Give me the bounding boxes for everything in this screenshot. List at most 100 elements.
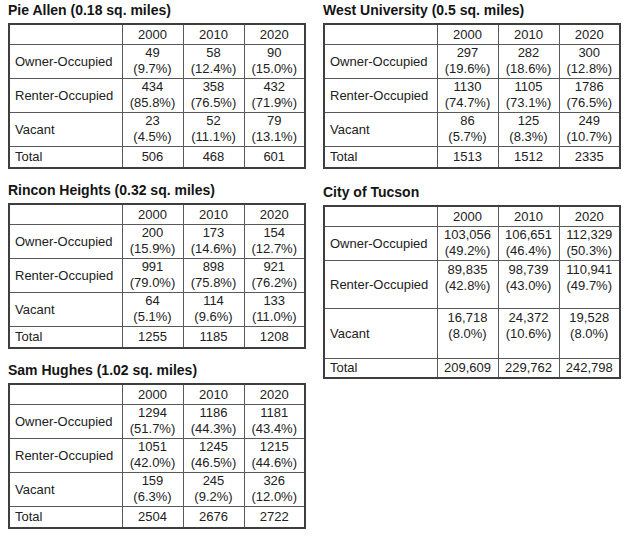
percentage: (13.1%) (245, 129, 305, 145)
total-value: 2335 (559, 146, 620, 168)
value-cell: 103,056(49.2%) (437, 226, 498, 260)
row-label: Total (9, 506, 122, 528)
value-cell: 19,528(8.0%) (559, 308, 620, 358)
housing-table-pie-allen: 2000 2010 2020 Owner-Occupied 49(9.7%) 5… (8, 23, 306, 169)
table-row: Vacant 16,718(8.0%) 24,372(10.6%) 19,528… (324, 308, 620, 358)
total-value: 468 (183, 146, 244, 168)
count: 432 (245, 79, 305, 95)
table-row: Vacant 86(5.7%) 125(8.3%) 249(10.7%) (324, 112, 620, 146)
total-row: Total 2504 2676 2722 (9, 506, 305, 528)
value-cell: 245(9.2%) (183, 472, 244, 506)
count: 23 (123, 113, 183, 129)
total-value: 506 (122, 146, 183, 168)
percentage: (49.2%) (438, 243, 498, 259)
count: 1245 (184, 439, 244, 455)
percentage: (12.0%) (245, 489, 305, 505)
housing-table-city-of-tucson: 2000 2010 2020 Owner-Occupied 103,056(49… (323, 205, 621, 379)
value-cell: 1181(43.4%) (244, 404, 305, 438)
value-cell: 133(11.0%) (244, 292, 305, 326)
percentage: (11.1%) (184, 129, 244, 145)
table-row: Renter-Occupied 434(85.8%) 358(76.5%) 43… (9, 78, 305, 112)
row-label: Total (9, 146, 122, 168)
count: 1105 (499, 79, 559, 95)
value-cell: 1105(73.1%) (498, 78, 559, 112)
count: 1130 (438, 79, 498, 95)
percentage: (12.8%) (560, 61, 620, 77)
count: 1786 (560, 79, 620, 95)
count: 64 (123, 293, 183, 309)
row-label: Vacant (9, 472, 122, 506)
row-label: Renter-Occupied (324, 78, 437, 112)
count: 16,718 (438, 310, 498, 326)
table-row: Owner-Occupied 297(19.6%) 282(18.6%) 300… (324, 44, 620, 78)
percentage: (15.9%) (123, 241, 183, 257)
percentage: (71.9%) (245, 95, 305, 111)
percentage: (73.1%) (499, 95, 559, 111)
year-header: 2010 (183, 24, 244, 44)
table-row: Renter-Occupied 991(79.0%) 898(75.8%) 92… (9, 258, 305, 292)
value-cell: 1294(51.7%) (122, 404, 183, 438)
value-cell: 300(12.8%) (559, 44, 620, 78)
count: 200 (123, 225, 183, 241)
percentage: (10.6%) (499, 326, 559, 342)
value-cell: 1215(44.6%) (244, 438, 305, 472)
year-header: 2020 (244, 24, 305, 44)
housing-table-sam-hughes: 2000 2010 2020 Owner-Occupied 1294(51.7%… (8, 383, 306, 529)
value-cell: 24,372(10.6%) (498, 308, 559, 358)
percentage: (11.0%) (245, 309, 305, 325)
value-cell: 282(18.6%) (498, 44, 559, 78)
header-row: 2000 2010 2020 (9, 24, 305, 44)
percentage: (43.0%) (499, 278, 559, 294)
year-header: 2000 (122, 24, 183, 44)
value-cell: 173(14.6%) (183, 224, 244, 258)
table-row: Renter-Occupied 1130(74.7%) 1105(73.1%) … (324, 78, 620, 112)
percentage: (46.5%) (184, 455, 244, 471)
percentage: (46.4%) (499, 243, 559, 259)
count: 154 (245, 225, 305, 241)
table-row: Vacant 23(4.5%) 52(11.1%) 79(13.1%) (9, 112, 305, 146)
percentage: (5.1%) (123, 309, 183, 325)
value-cell: 16,718(8.0%) (437, 308, 498, 358)
count: 98,739 (499, 262, 559, 278)
year-header: 2020 (244, 384, 305, 404)
table-row: Renter-Occupied 89,835(42.8%) 98,739(43.… (324, 260, 620, 308)
count: 90 (245, 45, 305, 61)
count: 125 (499, 113, 559, 129)
value-cell: 112,329(50.3%) (559, 226, 620, 260)
percentage: (5.7%) (438, 129, 498, 145)
count: 89,835 (438, 262, 498, 278)
count: 1215 (245, 439, 305, 455)
year-header: 2010 (183, 384, 244, 404)
count: 991 (123, 259, 183, 275)
count: 300 (560, 45, 620, 61)
value-cell: 1051(42.0%) (122, 438, 183, 472)
total-value: 209,609 (437, 358, 498, 378)
header-row: 2000 2010 2020 (324, 24, 620, 44)
count: 1051 (123, 439, 183, 455)
percentage: (85.8%) (123, 95, 183, 111)
count: 133 (245, 293, 305, 309)
row-label: Total (324, 146, 437, 168)
value-cell: 159(6.3%) (122, 472, 183, 506)
year-header: 2020 (559, 24, 620, 44)
row-label: Vacant (324, 308, 437, 358)
percentage: (44.3%) (184, 421, 244, 437)
percentage: (76.5%) (184, 95, 244, 111)
count: 49 (123, 45, 183, 61)
total-row: Total 1255 1185 1208 (9, 326, 305, 348)
corner-cell (324, 206, 437, 226)
value-cell: 114(9.6%) (183, 292, 244, 326)
percentage: (12.4%) (184, 61, 244, 77)
value-cell: 86(5.7%) (437, 112, 498, 146)
year-header: 2000 (437, 206, 498, 226)
row-label: Owner-Occupied (9, 44, 122, 78)
value-cell: 89,835(42.8%) (437, 260, 498, 308)
row-label: Owner-Occupied (9, 224, 122, 258)
row-label: Owner-Occupied (324, 44, 437, 78)
percentage: (44.6%) (245, 455, 305, 471)
percentage: (9.7%) (123, 61, 183, 77)
percentage: (76.2%) (245, 275, 305, 291)
header-row: 2000 2010 2020 (9, 384, 305, 404)
table-title: Rincon Heights (0.32 sq. miles) (8, 182, 305, 198)
section-west-university: West University (0.5 sq. miles) 2000 201… (323, 2, 620, 169)
